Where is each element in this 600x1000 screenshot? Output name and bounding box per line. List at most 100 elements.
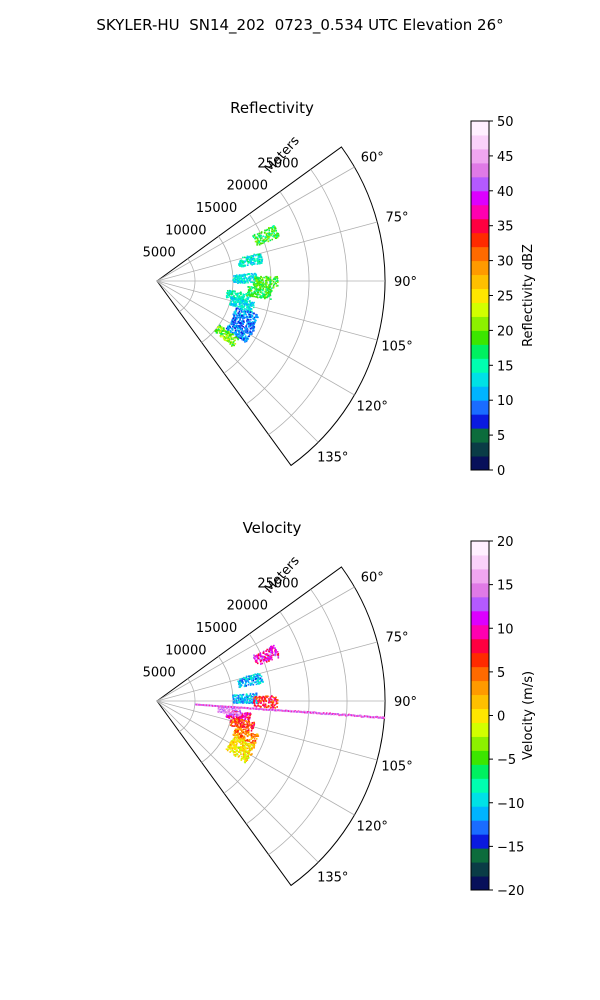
reflectivity-colorbar-tick-label: 40 xyxy=(497,185,514,200)
velocity-echo-gate xyxy=(227,708,229,711)
reflectivity-range-tick-label: 20000 xyxy=(227,179,268,194)
velocity-echo-gate xyxy=(265,650,267,653)
reflectivity-echo-gate xyxy=(270,232,273,235)
reflectivity-echo-gate xyxy=(276,278,279,280)
reflectivity-echo-gate xyxy=(256,284,259,287)
velocity-echo-gate xyxy=(250,726,252,729)
velocity-echo-gate xyxy=(231,719,233,721)
reflectivity-echo-gate xyxy=(245,314,248,316)
velocity-echo-gate xyxy=(234,753,237,756)
velocity-echo-gate xyxy=(235,731,237,733)
reflectivity-echo-gate xyxy=(272,226,275,229)
velocity-echo-gate xyxy=(255,692,258,695)
velocity-echo-gate xyxy=(257,696,260,699)
velocity-echo-gate xyxy=(249,714,251,717)
reflectivity-echo-gate xyxy=(265,277,268,280)
velocity-echo-gate xyxy=(265,653,267,656)
reflectivity-echo-gate xyxy=(271,238,274,241)
reflectivity-echo-gate xyxy=(267,293,269,295)
velocity-echo-gate xyxy=(248,751,250,754)
velocity-echo-gate xyxy=(261,699,264,702)
reflectivity-echo-gate xyxy=(246,278,248,281)
reflectivity-colorbar-segment xyxy=(471,428,489,443)
reflectivity-echo-gate xyxy=(274,277,277,279)
velocity-echo-gate xyxy=(245,733,247,735)
velocity-echo-gate xyxy=(242,724,244,727)
velocity-echo-gate xyxy=(259,654,261,656)
velocity-echo-gate xyxy=(255,681,257,683)
reflectivity-echo-gate xyxy=(260,237,263,239)
reflectivity-echo-gate xyxy=(255,289,258,291)
reflectivity-echo-gate xyxy=(254,284,257,286)
reflectivity-echo-gate xyxy=(235,322,238,325)
reflectivity-echo-gate xyxy=(251,281,254,284)
reflectivity-echo-gate xyxy=(242,331,245,334)
reflectivity-azimuth-tick-label: 120° xyxy=(357,399,388,414)
reflectivity-echo-gate xyxy=(243,326,246,329)
reflectivity-echo-gate xyxy=(240,296,243,299)
reflectivity-range-tick-label: 5000 xyxy=(143,246,176,261)
velocity-echo-gate xyxy=(244,715,246,717)
velocity-echo-gate xyxy=(243,677,245,679)
velocity-echo-gate xyxy=(238,683,240,686)
reflectivity-echo-gate xyxy=(254,237,256,240)
velocity-echo-gate xyxy=(248,740,251,743)
velocity-echo-gate xyxy=(264,695,267,698)
reflectivity-echo-gate xyxy=(275,280,278,283)
velocity-echo-gate xyxy=(243,736,246,739)
velocity-echo-gate xyxy=(276,699,279,701)
reflectivity-colorbar-segment xyxy=(471,134,489,150)
reflectivity-echo-gate xyxy=(228,332,231,335)
reflectivity-echo-gate xyxy=(251,327,254,330)
velocity-echo-gate xyxy=(245,701,248,703)
velocity-colorbar-tick-label: −5 xyxy=(497,753,516,768)
reflectivity-echo-gate xyxy=(250,332,252,335)
velocity-echo-gate xyxy=(263,696,266,699)
reflectivity-echo-gate xyxy=(264,283,267,285)
reflectivity-echo-gate xyxy=(257,259,259,261)
reflectivity-echo-gate xyxy=(227,340,230,343)
velocity-echo-gate xyxy=(247,683,250,686)
reflectivity-echo-gate xyxy=(263,294,266,297)
reflectivity-echo-gate xyxy=(267,276,270,279)
reflectivity-echo-gate xyxy=(244,308,246,310)
reflectivity-echo-gate xyxy=(276,232,278,235)
reflectivity-echo-gate xyxy=(232,325,235,328)
reflectivity-echo-gate xyxy=(243,332,246,335)
reflectivity-echo-gate xyxy=(253,323,256,326)
reflectivity-echo-gate xyxy=(247,257,250,260)
reflectivity-echo-gate xyxy=(246,318,249,321)
velocity-echo-gate xyxy=(237,736,240,738)
velocity-echo-gate xyxy=(232,744,234,746)
reflectivity-echo-gate xyxy=(245,259,248,261)
reflectivity-echo-gate xyxy=(252,276,255,278)
velocity-echo-gate xyxy=(253,743,255,745)
reflectivity-colorbar-segment xyxy=(471,386,489,401)
velocity-echo-gate xyxy=(236,709,238,712)
velocity-echo-gate xyxy=(252,679,255,682)
reflectivity-echo-gate xyxy=(243,273,246,276)
velocity-echo-gate xyxy=(233,731,236,733)
reflectivity-echo-gate xyxy=(234,292,237,295)
reflectivity-echo-gate xyxy=(231,319,233,322)
velocity-echo-gate xyxy=(237,718,240,721)
reflectivity-echo-gate xyxy=(234,329,237,332)
velocity-echo-gate xyxy=(259,653,262,655)
reflectivity-echo-gate xyxy=(217,328,220,331)
reflectivity-echo-gate xyxy=(230,291,233,294)
reflectivity-echo-gate xyxy=(216,332,219,334)
reflectivity-echo-gate xyxy=(249,314,252,316)
velocity-echo-gate xyxy=(232,738,235,740)
reflectivity-echo-gate xyxy=(272,280,275,283)
velocity-echo-gate xyxy=(234,695,236,698)
reflectivity-echo-gate xyxy=(264,281,267,284)
reflectivity-echo-gate xyxy=(265,296,267,299)
reflectivity-echo-gate xyxy=(247,319,250,321)
reflectivity-echo-gate xyxy=(238,330,240,333)
velocity-echo-gate xyxy=(269,697,272,700)
velocity-echo-gate xyxy=(257,653,260,655)
reflectivity-echo-gate xyxy=(225,334,228,337)
velocity-echo-gate xyxy=(217,708,220,710)
reflectivity-echo-gate xyxy=(259,234,261,237)
reflectivity-echo-gate xyxy=(244,280,246,283)
